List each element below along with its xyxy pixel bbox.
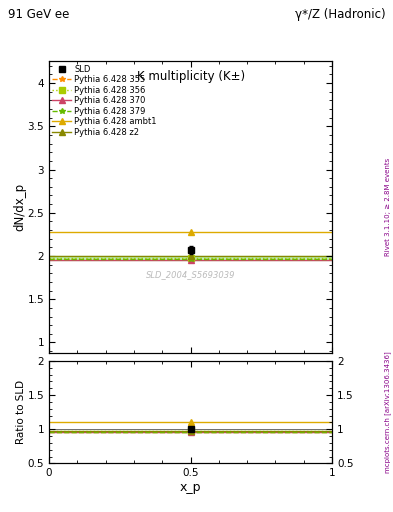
Y-axis label: dN/dx_p: dN/dx_p xyxy=(13,183,26,231)
Legend: SLD, Pythia 6.428 355, Pythia 6.428 356, Pythia 6.428 370, Pythia 6.428 379, Pyt: SLD, Pythia 6.428 355, Pythia 6.428 356,… xyxy=(51,63,158,138)
Bar xyxy=(49,257,332,260)
Text: Rivet 3.1.10; ≥ 2.8M events: Rivet 3.1.10; ≥ 2.8M events xyxy=(385,158,391,257)
Text: SLD_2004_S5693039: SLD_2004_S5693039 xyxy=(146,270,235,279)
Text: 91 GeV ee: 91 GeV ee xyxy=(8,8,69,20)
Text: mcplots.cern.ch [arXiv:1306.3436]: mcplots.cern.ch [arXiv:1306.3436] xyxy=(384,351,391,473)
Text: K multiplicity (K±): K multiplicity (K±) xyxy=(136,70,245,83)
Y-axis label: Ratio to SLD: Ratio to SLD xyxy=(16,380,26,444)
X-axis label: x_p: x_p xyxy=(180,481,201,494)
Bar xyxy=(49,431,332,432)
Text: γ*/Z (Hadronic): γ*/Z (Hadronic) xyxy=(294,8,385,20)
